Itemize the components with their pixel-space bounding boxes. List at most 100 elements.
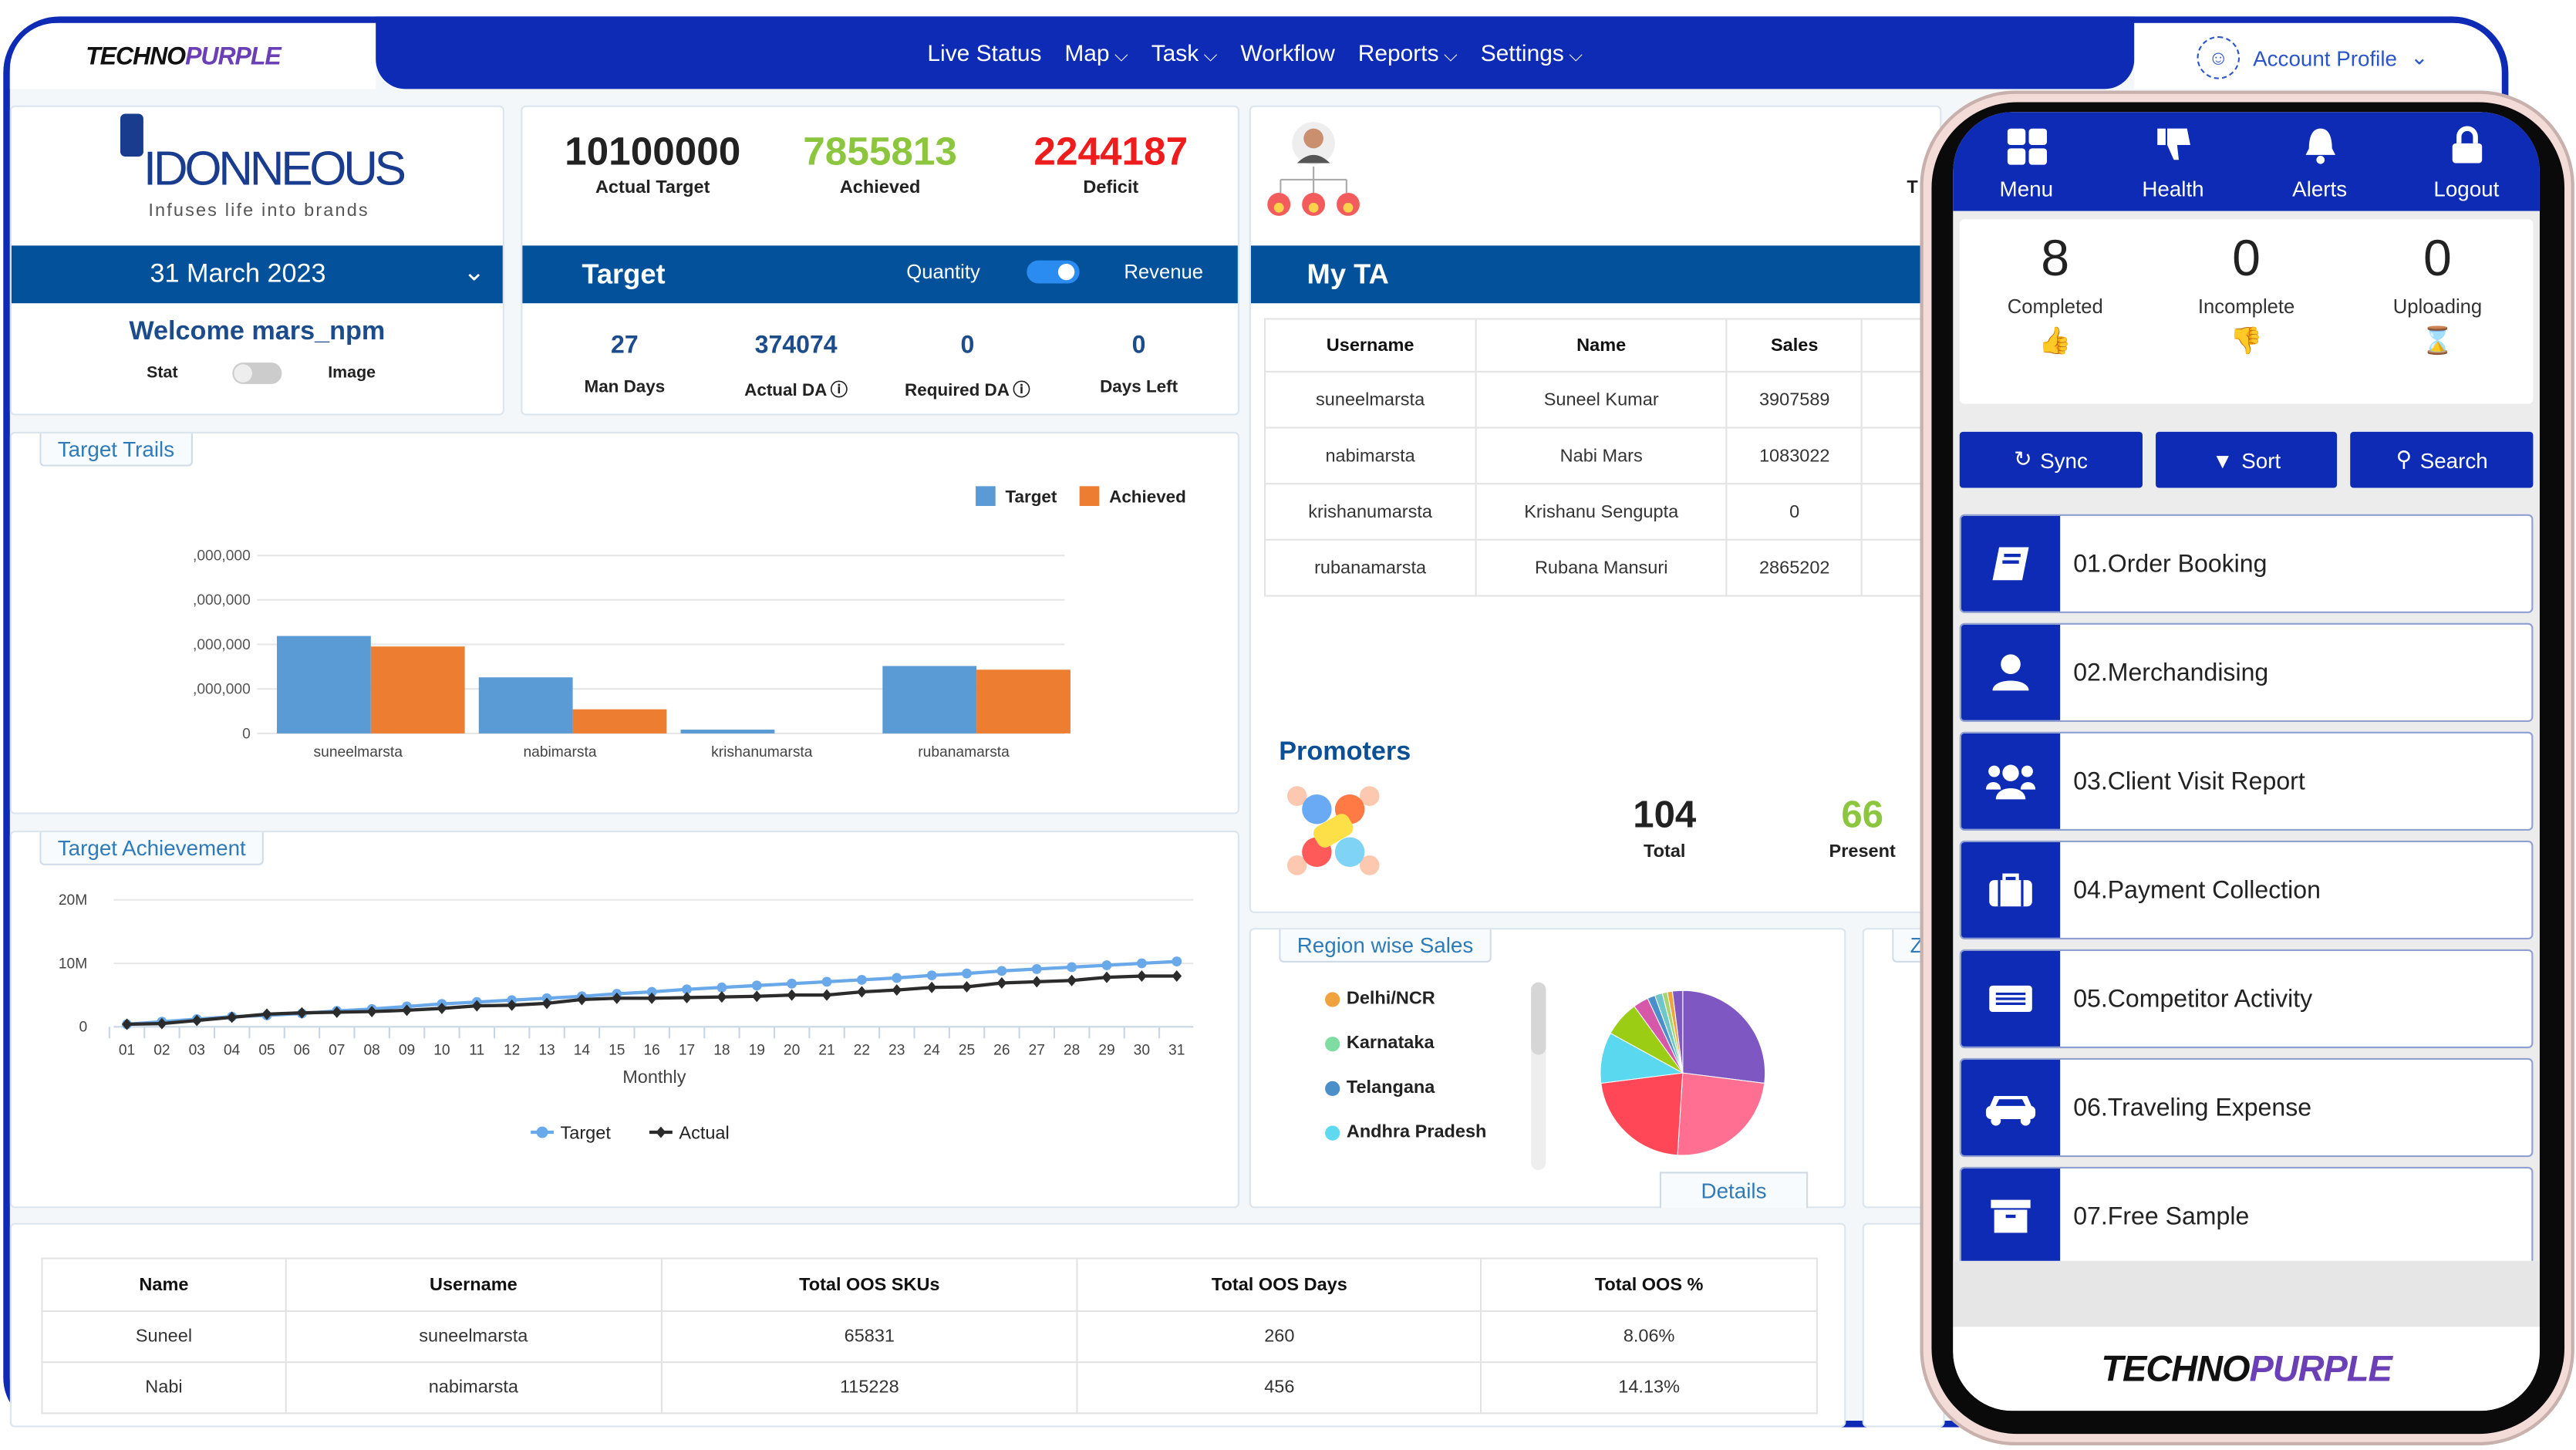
target-stat-label: Actual DA ⓘ [744,380,848,401]
account-profile-menu[interactable]: ☺ Account Profile ⌄ [2197,36,2428,79]
mobile-menu-item[interactable]: 07.Free Sample [1959,1166,2534,1266]
nav-settings[interactable]: Settings ⌵ [1480,39,1583,66]
bar-achieved [572,709,667,733]
column-header[interactable]: Total OOS SKUs [660,1257,1079,1312]
chevron-down-icon: ⌄ [463,258,486,287]
client-logo-mark [120,113,143,157]
mobile-tab-alerts[interactable]: Alerts [2262,125,2378,201]
deficit-label: Deficit [1083,177,1139,198]
legend-dot [1325,1036,1340,1051]
legend-swatch [976,486,996,507]
table-cell: Suneel Kumar [1475,370,1728,429]
legend-item[interactable]: Telangana [1325,1078,1486,1123]
bar-target [276,636,371,733]
thumbs-down-icon: 👎 [2230,328,2263,356]
legend-item[interactable]: Andhra Pradesh [1325,1122,1486,1167]
table-cell: Suneel [41,1310,287,1364]
sort-button[interactable]: ▼ Sort [2155,431,2338,488]
nav-live-status[interactable]: Live Status [927,39,1042,66]
legend-dot [1325,1080,1340,1096]
nav-reports[interactable]: Reports ⌵ [1357,39,1458,66]
nav-task[interactable]: Task ⌵ [1151,39,1218,66]
target-header: Target Quantity Revenue [522,245,1238,304]
column-header[interactable]: Username [285,1257,663,1312]
table-cell: Nabi Mars [1475,427,1728,485]
sync-button[interactable]: ↻ Sync [1959,431,2143,488]
point-actual [892,984,902,996]
x-tick-label: nabimarsta [523,744,596,760]
target-stat-value: 374074 [754,331,838,359]
legend-marker [536,1126,548,1138]
x-tick-label: 02 [153,1043,170,1059]
chevron-down-icon: ⌵ [1569,45,1583,66]
mobile-stat-incomplete: 0 Incomplete 👎 [2156,219,2337,403]
my-ta-header: My TA [1250,245,1940,304]
column-header[interactable]: Total OOS % [1480,1257,1818,1312]
quantity-revenue-toggle[interactable] [1027,260,1080,284]
x-tick-label: 26 [993,1043,1010,1059]
stat-image-toggle[interactable] [232,362,282,384]
point-target [1031,964,1042,974]
nav-map[interactable]: Map ⌵ [1064,39,1128,66]
book-icon [1961,515,2061,612]
point-actual [1067,974,1077,986]
team-hierarchy-icon [1267,122,1360,216]
achieved-value: 7855813 [803,130,957,175]
legend-scrollbar[interactable] [1531,982,1546,1171]
mobile-tab-health[interactable]: Health [2116,125,2231,201]
mobile-menu-item[interactable]: 05.Competitor Activity [1959,949,2534,1049]
point-actual [332,1006,342,1018]
point-actual [1031,976,1042,988]
sync-icon: ↻ [2014,447,2032,472]
x-tick-label: 27 [1029,1043,1045,1059]
mobile-menu-item[interactable]: 01.Order Booking [1959,514,2534,613]
mobile-menu-item[interactable]: 06.Traveling Expense [1959,1057,2534,1158]
search-button[interactable]: ⚲ Search [2350,431,2534,488]
info-icon[interactable]: ⓘ [1013,380,1030,401]
x-tick-label: 20 [784,1043,800,1059]
x-tick-label: 19 [749,1043,765,1059]
list-icon [1961,950,2061,1047]
nav-workflow[interactable]: Workflow [1240,39,1335,66]
info-icon[interactable]: ⓘ [830,380,848,401]
my-ta-card: T My TA UsernameNameSalesTasuneelmarstaS… [1249,105,1942,913]
table-cell: 0 [1726,483,1863,541]
car-icon [1961,1060,2061,1155]
x-tick-label: 06 [294,1043,310,1059]
details-button[interactable]: Details [1659,1172,1809,1209]
mobile-menu-item[interactable]: 02.Merchandising [1959,622,2534,722]
legend-item[interactable]: Delhi/NCR [1325,989,1486,1034]
point-actual [962,980,972,993]
point-target [962,968,972,979]
hourglass-icon: ⌛ [2421,328,2454,356]
table-cell: rubanamarsta [1264,538,1477,597]
date-selector[interactable]: 31 March 2023 ⌄ [11,245,503,304]
column-header[interactable]: Name [41,1257,287,1312]
image-label: Image [328,364,376,383]
x-tick-label: 03 [189,1043,205,1059]
column-header[interactable]: Total OOS Days [1077,1257,1482,1312]
mobile-menu-item[interactable]: 03.Client Visit Report [1959,731,2534,831]
mobile-tab-logout[interactable]: Logout [2409,125,2524,201]
client-tagline: Infuses life into brands [148,201,369,221]
column-header[interactable]: Username [1264,318,1477,373]
column-header[interactable]: Sales [1726,318,1863,373]
mobile-menu-item[interactable]: 04.Payment Collection [1959,840,2534,940]
column-header[interactable]: Name [1475,318,1728,373]
x-tick-label: 08 [363,1043,379,1059]
legend-item[interactable]: Karnataka [1325,1034,1486,1078]
stat-label: Stat [147,364,178,383]
pie-slice [1671,990,1684,1074]
technopurple-logo[interactable]: TECHNOPURPLE [86,42,282,71]
mobile-tab-menu[interactable]: Menu [1969,128,2085,201]
target-card: 10100000 Actual Target 7855813 Achieved … [521,105,1239,416]
point-target [1101,960,1112,970]
point-target [821,976,832,987]
deficit-value: 2244187 [1033,130,1189,175]
target-trails-title: Target Trails [39,433,193,467]
target-stat-value: 27 [611,331,639,359]
